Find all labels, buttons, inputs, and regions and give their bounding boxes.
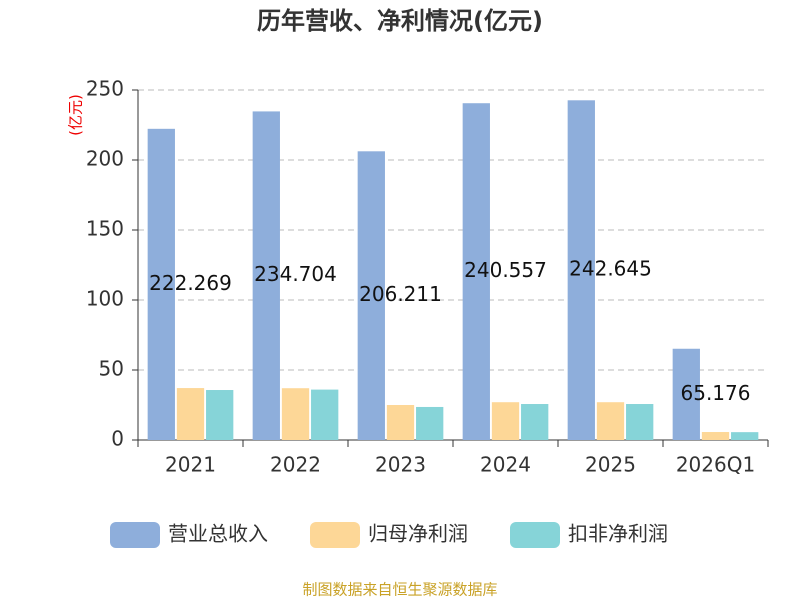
bar [731, 432, 759, 440]
x-tick-label: 2024 [480, 453, 531, 477]
x-tick-label: 2025 [585, 453, 636, 477]
legend-label: 扣非净利润 [568, 522, 668, 546]
x-tick-label: 2026Q1 [676, 453, 755, 477]
y-tick-label: 150 [86, 217, 124, 241]
legend-swatch [310, 522, 360, 548]
bar [596, 402, 625, 440]
bar [281, 388, 310, 440]
bar [701, 432, 730, 440]
y-tick-label: 50 [99, 357, 124, 381]
bar [252, 111, 280, 440]
data-label: 206.211 [359, 282, 442, 306]
data-label: 65.176 [681, 381, 751, 405]
legend-label: 归母净利润 [368, 522, 468, 546]
bar [311, 389, 339, 440]
y-tick-label: 100 [86, 287, 124, 311]
y-tick-label: 250 [86, 77, 124, 101]
chart-title: 历年营收、净利情况(亿元) [257, 7, 543, 35]
bar [416, 406, 444, 440]
bar [462, 103, 490, 440]
bar [672, 348, 700, 440]
x-tick-label: 2021 [165, 453, 216, 477]
y-axis-label: (亿元) [67, 94, 85, 136]
legend-swatch [110, 522, 160, 548]
data-label: 240.557 [464, 258, 547, 282]
bar [386, 405, 415, 440]
bar [491, 402, 520, 440]
x-tick-label: 2023 [375, 453, 426, 477]
bar [567, 100, 595, 440]
data-label: 234.704 [254, 262, 337, 286]
bar [147, 128, 175, 440]
bar [521, 404, 549, 440]
bar [176, 388, 205, 440]
data-label: 222.269 [149, 271, 232, 295]
y-tick-label: 200 [86, 147, 124, 171]
legend-swatch [510, 522, 560, 548]
bar [206, 390, 234, 440]
x-tick-label: 2022 [270, 453, 321, 477]
bar [626, 404, 654, 440]
y-tick-label: 0 [111, 427, 124, 451]
data-label: 242.645 [569, 257, 652, 281]
legend-label: 营业总收入 [168, 522, 268, 546]
source: 制图数据来自恒生聚源数据库 [302, 581, 497, 599]
bar [357, 151, 385, 440]
